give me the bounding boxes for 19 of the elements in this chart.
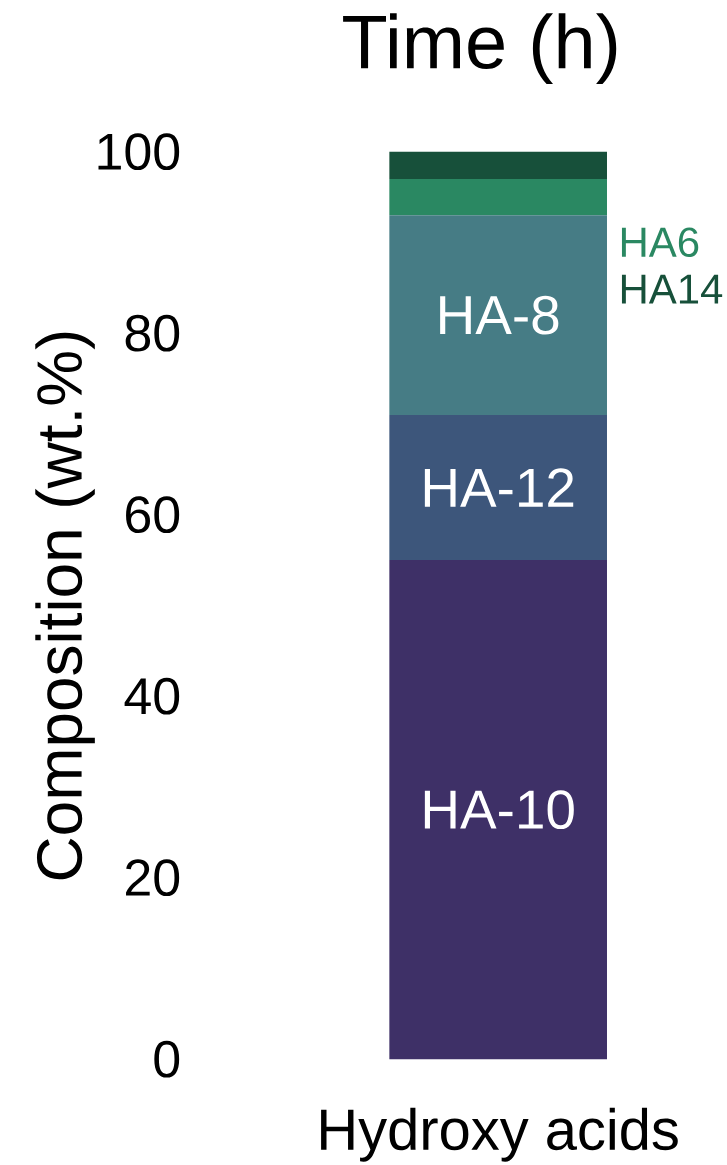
y-tick-label: 60 (126, 496, 180, 534)
y-tick-label: 20 (126, 859, 180, 897)
y-tick-label: 100 (98, 133, 180, 171)
series-label: HA-12 (425, 468, 574, 507)
y-tick-label: 40 (124, 677, 180, 715)
series-label: HA-8 (440, 295, 559, 335)
x-tick-label: Hydroxy acids (321, 1107, 678, 1162)
series-label: HA6 (622, 227, 699, 258)
series-label: HA-10 (425, 790, 574, 830)
bar (389, 151, 608, 179)
y-tick-label: 0 (154, 1040, 180, 1078)
bar (389, 560, 608, 1060)
text: HA14 (622, 274, 723, 304)
y-axis-title: Composition (wt.%) (35, 332, 95, 880)
chart-title: Time (h) (343, 13, 617, 84)
bar (389, 215, 608, 415)
bar (389, 178, 608, 216)
bar (389, 414, 608, 561)
y-tick-label: 80 (125, 314, 180, 352)
